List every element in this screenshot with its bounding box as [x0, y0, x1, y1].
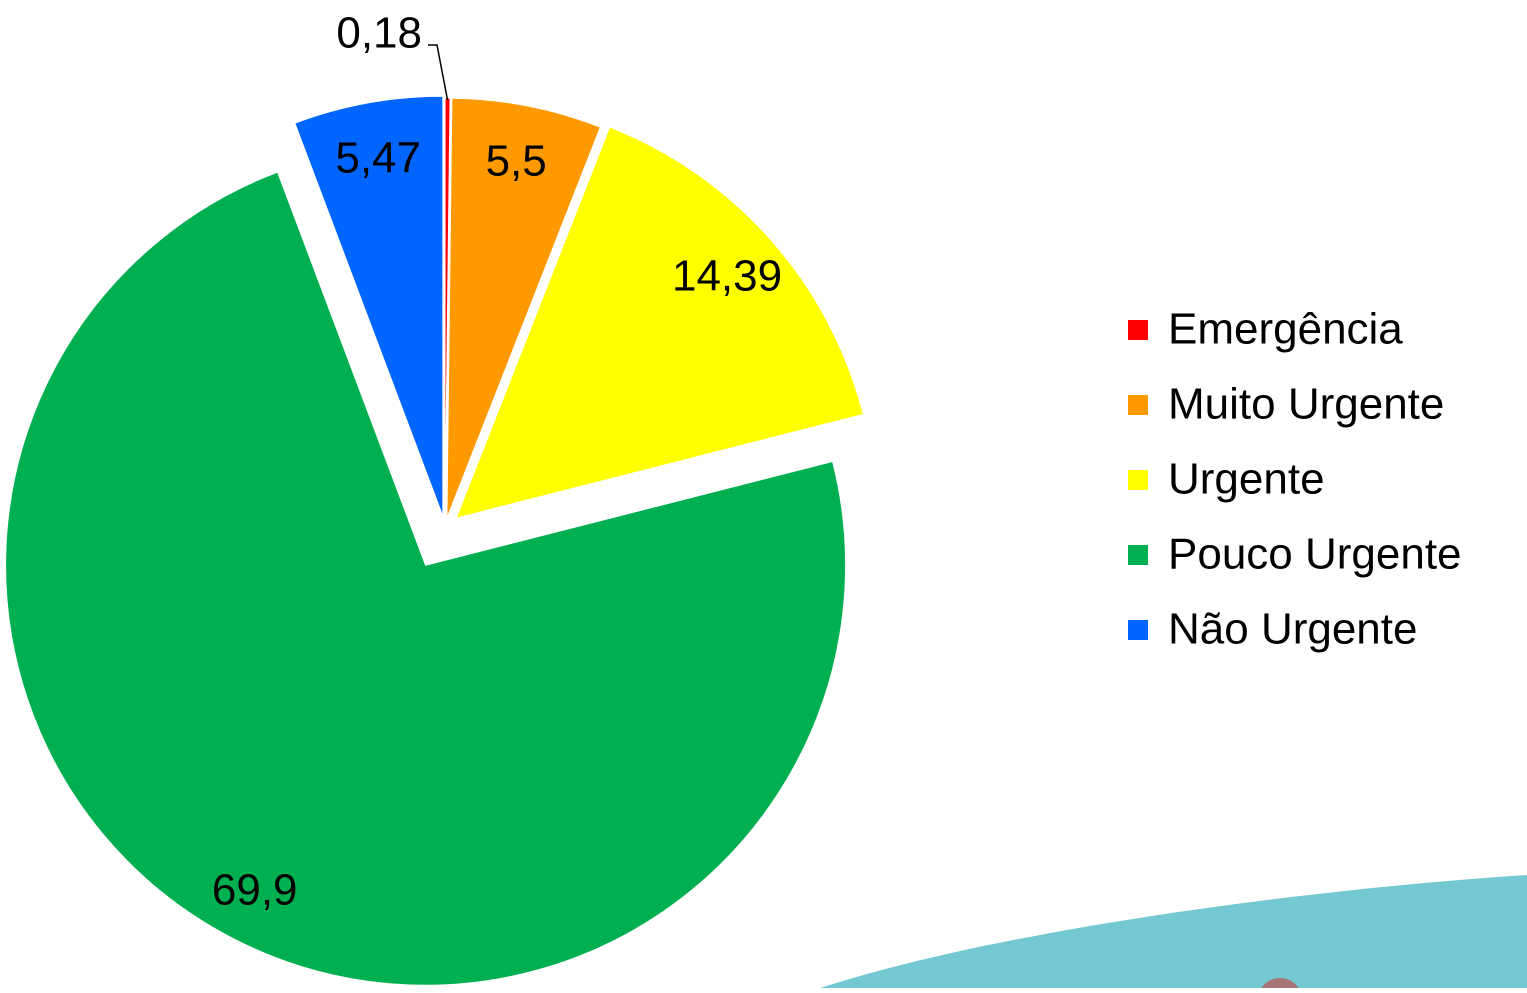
data-label: 0,18: [336, 9, 422, 58]
legend-label: Urgente: [1168, 455, 1325, 504]
data-label: 69,9: [212, 866, 298, 915]
legend-label: Pouco Urgente: [1168, 530, 1462, 579]
pie-slice: [455, 126, 864, 519]
legend-swatch: [1128, 620, 1148, 640]
legend-swatch: [1128, 545, 1148, 565]
background-swoosh: [820, 875, 1527, 988]
data-label: 5,5: [486, 136, 547, 185]
legend-swatch: [1128, 395, 1148, 415]
legend-label: Emergência: [1168, 305, 1403, 354]
pie-slice: [5, 171, 847, 986]
leader-line: [428, 44, 449, 101]
legend-swatch: [1128, 470, 1148, 490]
legend-label: Não Urgente: [1168, 605, 1417, 654]
data-label: 14,39: [672, 252, 782, 301]
data-label: 5,47: [335, 133, 421, 182]
legend-swatch: [1128, 320, 1148, 340]
legend-label: Muito Urgente: [1168, 380, 1444, 429]
pie-slice: [294, 95, 444, 517]
pie-slice: [446, 97, 601, 519]
